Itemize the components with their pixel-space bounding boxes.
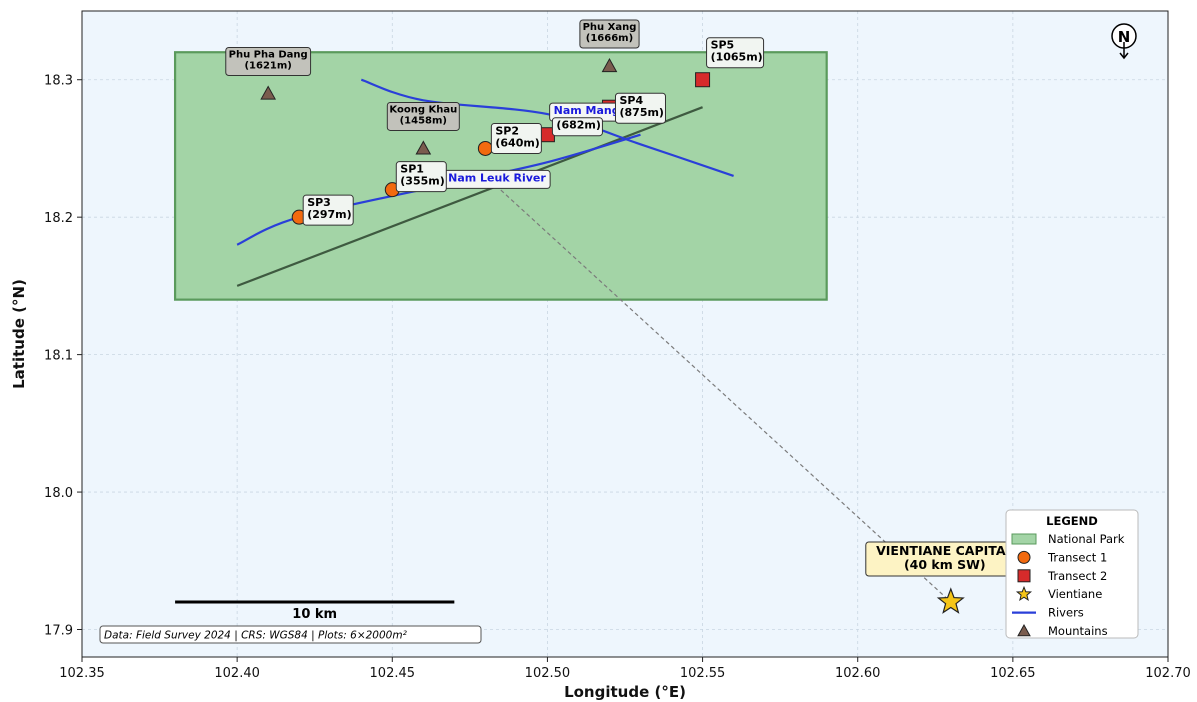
x-tick-label: 102.60 [835, 666, 881, 681]
footer-text: Data: Field Survey 2024 | CRS: WGS84 | P… [104, 630, 408, 642]
legend-item-label: Mountains [1048, 624, 1108, 638]
transect2-label-1-text-1: (1065m) [711, 51, 763, 64]
mountain-label-0-text-1: (1621m) [244, 60, 291, 71]
vientiane-star [936, 587, 965, 614]
mountain-marker-1 [415, 140, 432, 155]
transect2-label-1: SP5(1065m) [706, 37, 765, 69]
transect2-label-0-box [614, 92, 666, 124]
transect1-point-1 [477, 140, 493, 156]
transect1-label-1: SP2(640m) [490, 122, 542, 154]
vientiane-label-text-0: VIENTIANE CAPITAL [876, 543, 1013, 558]
transect2-label-2: (682m) [551, 117, 603, 137]
legend-box [1005, 509, 1139, 639]
footer-box [99, 625, 482, 644]
x-tick-label: 102.65 [990, 666, 1036, 681]
legend-swatch-mountains [1017, 623, 1031, 637]
mountain-label-0: Phu Pha Dang(1621m) [225, 46, 312, 76]
transect1-label-0-box [395, 161, 447, 193]
legend-item-label: Transect 1 [1047, 550, 1107, 564]
transect1-label-2-text-0: SP3 [307, 196, 331, 209]
x-tick-label: 102.45 [370, 666, 416, 681]
transect-line [236, 106, 703, 287]
x-axis-title: Longitude (°E) [564, 683, 686, 701]
transect2-label-0-text-0: SP4 [619, 94, 643, 107]
mountain-label-2-box [579, 19, 640, 49]
axis-ticks: 102.35 102.40 102.45 102.50 102.55 102.60 102.… [44, 74, 1191, 681]
north-arrow-head [1119, 52, 1129, 60]
transect1-label-0-text-1: (355m) [400, 175, 444, 188]
north-arrow-label: N [1118, 28, 1131, 46]
scale-bar-label: 10 km [292, 607, 337, 622]
transect2-label-2-text-0: (682m) [556, 119, 600, 132]
x-tick-label: 102.35 [59, 666, 105, 681]
mountain-label-1: Koong Khau(1458m) [386, 101, 460, 131]
legend-swatch-transect2 [1017, 569, 1031, 583]
mountain-label-2-text-1: (1666m) [586, 33, 633, 44]
transect2-label-0-text-1: (875m) [619, 106, 663, 119]
vientiane-label: VIENTIANE CAPITAL(40 km SW) [865, 541, 1025, 577]
y-tick-label: 18.3 [44, 74, 73, 89]
transect2-label-0: SP4(875m) [614, 92, 666, 124]
transect2-label-2-box [551, 117, 603, 137]
river-label-0-text-0: Nam Leuk River [448, 171, 546, 184]
y-tick-label: 18.1 [44, 349, 73, 364]
transect1-label-2-box [302, 194, 354, 226]
mountain-label-0-text-0: Phu Pha Dang [229, 49, 308, 60]
y-tick-label: 17.9 [44, 624, 73, 639]
x-tick-label: 102.70 [1145, 666, 1191, 681]
transect1-label-0-text-0: SP1 [400, 163, 424, 176]
mountain-label-0-box [225, 46, 312, 76]
transect1-label-1-text-0: SP2 [495, 124, 519, 137]
mountain-label-1-text-1: (1458m) [400, 115, 447, 126]
vientiane-label-text-1: (40 km SW) [904, 557, 986, 572]
x-tick-label: 102.50 [525, 666, 571, 681]
mountain-label-2-text-0: Phu Xang [583, 22, 637, 33]
legend-title: LEGEND [1046, 514, 1098, 528]
y-tick-label: 18.0 [44, 486, 73, 501]
mountain-marker-2 [601, 57, 618, 73]
transect2-label-1-text-0: SP5 [711, 39, 735, 52]
plot-frame [81, 10, 1169, 658]
river-label-0: Nam Leuk River [443, 169, 551, 189]
legend-swatch-park [1011, 533, 1037, 545]
transect2-point-1 [695, 72, 711, 88]
transect1-label-1-text-1: (640m) [495, 136, 539, 149]
mountain-label-1-box [386, 101, 460, 131]
footer-note: Data: Field Survey 2024 | CRS: WGS84 | P… [99, 625, 482, 644]
y-axis-title: Latitude (°N) [10, 279, 28, 389]
transect1-label-1-box [490, 122, 542, 154]
legend-item-label: Rivers [1048, 606, 1084, 620]
map-overlay: Phu Pha Dang(1621m) Koong Khau(1458m) Phu … [99, 19, 1139, 644]
legend-swatch-transect1 [1017, 550, 1031, 564]
legend-swatch-vientiane [1015, 585, 1033, 602]
river-line-1 [360, 78, 734, 177]
x-tick-label: 102.40 [214, 666, 260, 681]
legend-item-label: National Park [1048, 532, 1125, 546]
legend-item-label: Vientiane [1048, 587, 1102, 601]
transect1-label-0: SP1(355m) [395, 161, 447, 193]
legend: LEGEND National Park Transect 1 Transect 2 V… [1005, 509, 1139, 639]
transect2-label-1-box [706, 37, 765, 69]
y-tick-label: 18.2 [44, 211, 73, 226]
x-tick-label: 102.55 [680, 666, 726, 681]
transect1-label-2: SP3(297m) [302, 194, 354, 226]
legend-item-label: Transect 2 [1047, 569, 1107, 583]
mountain-label-2: Phu Xang(1666m) [579, 19, 640, 49]
mountain-label-1-text-0: Koong Khau [389, 104, 457, 115]
mountain-marker-0 [260, 85, 277, 100]
transect1-label-2-text-1: (297m) [307, 208, 351, 221]
vientiane-connector-line [484, 175, 952, 603]
